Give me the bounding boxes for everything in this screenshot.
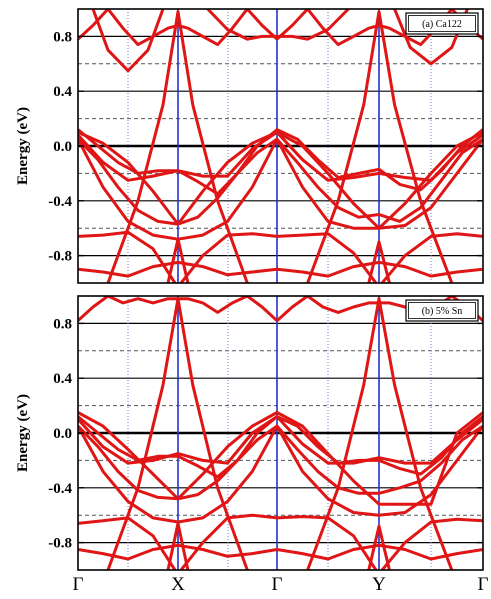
y-tick-label: 0.4: [53, 371, 72, 387]
band-line: [179, 232, 378, 283]
band-line: [367, 524, 391, 570]
band-line: [380, 517, 483, 570]
band-line: [78, 137, 483, 241]
y-tick-label: -0.8: [48, 249, 72, 265]
band-line: [306, 10, 454, 283]
y-axis-label: Energy (eV): [15, 394, 31, 472]
band-line: [306, 297, 454, 570]
band-line: [166, 237, 190, 283]
x-tick-label: Γ: [272, 574, 283, 595]
band-line: [166, 521, 190, 570]
x-tick-label: X: [171, 574, 185, 595]
band-line: [78, 9, 279, 47]
y-tick-label: 0.8: [53, 316, 72, 332]
x-tick-label: Γ: [478, 574, 489, 595]
band-line: [78, 516, 177, 570]
y-tick-label: -0.4: [48, 481, 72, 497]
band-line: [367, 240, 391, 283]
y-tick-label: 0.4: [53, 84, 72, 100]
legend-text: (a) Ca122: [422, 19, 462, 30]
band-line: [78, 260, 483, 278]
band-line: [78, 543, 483, 561]
y-tick-label: 0.0: [53, 139, 72, 155]
band-line: [179, 513, 378, 570]
panel-a: -0.8 -0.4 0.0 0.4 0.8 Energy (eV) (a) Ca122: [15, 8, 484, 284]
x-tick-label: Y: [372, 574, 386, 595]
band-line: [78, 415, 483, 479]
y-tick-label: 0.8: [53, 29, 72, 45]
legend-box: [405, 12, 479, 35]
band-line: [206, 9, 350, 41]
legend-text: (b) 5% Sn: [422, 306, 463, 317]
y-tick-label: -0.8: [48, 536, 72, 552]
band-line: [78, 424, 483, 524]
y-axis-label: Energy (eV): [15, 107, 31, 185]
legend-inner-border: [408, 302, 476, 319]
panel-b: -0.8 -0.4 0.0 0.4 0.8 Energy (eV) (b) 5% Sn: [15, 295, 484, 571]
y-tick-label: 0.0: [53, 426, 72, 442]
band-line: [106, 297, 249, 570]
y-tick-label: -0.4: [48, 194, 72, 210]
band-line: [91, 9, 165, 73]
band-line: [106, 10, 249, 283]
band-line: [78, 415, 483, 465]
x-tick-label: Γ: [73, 574, 84, 595]
legend-inner-border: [408, 15, 476, 32]
legend-box: [405, 299, 479, 322]
